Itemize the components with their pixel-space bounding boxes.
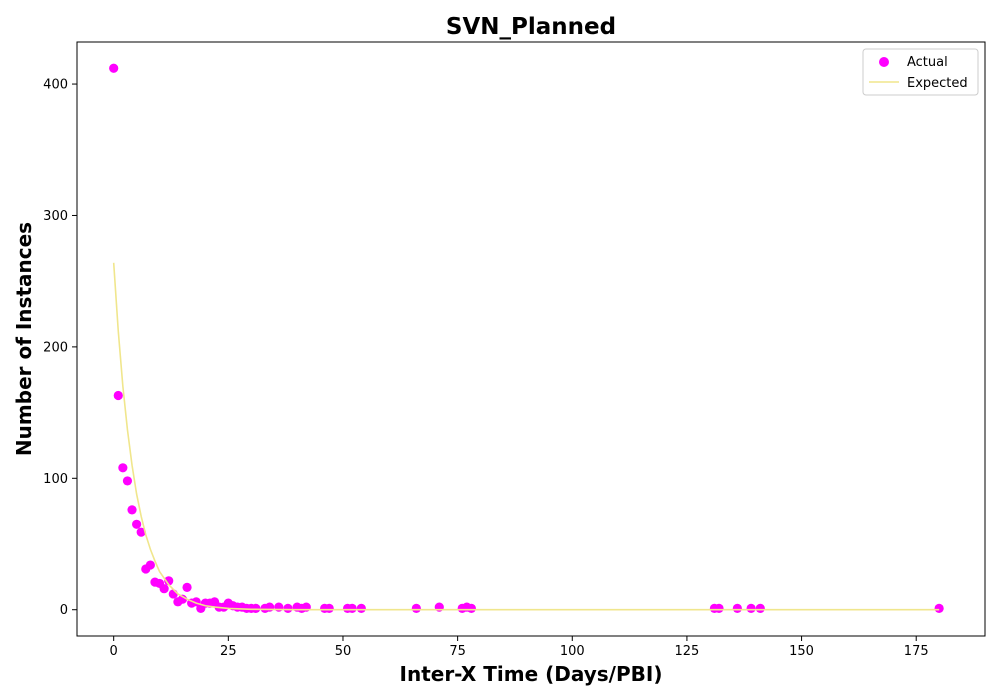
y-tick-label: 100 [43, 472, 68, 487]
y-axis: 0 100 200 300 400 [43, 78, 77, 618]
actual-point [164, 576, 174, 586]
actual-point [182, 582, 192, 592]
x-tick-label: 0 [110, 644, 118, 659]
chart-title: SVN_Planned [446, 14, 616, 40]
actual-point [113, 390, 123, 401]
actual-point [251, 603, 261, 614]
actual-point [109, 63, 119, 73]
actual-point [466, 603, 476, 614]
x-tick-label: 75 [449, 644, 466, 659]
actual-point [122, 476, 133, 486]
y-tick-label: 200 [43, 340, 68, 355]
y-tick-label: 0 [60, 603, 68, 618]
y-tick-label: 400 [43, 78, 68, 93]
actual-point [934, 603, 944, 614]
x-axis-label: Inter-X Time (Days/PBI) [400, 662, 663, 686]
actual-point [411, 603, 421, 614]
axes-frame [76, 41, 986, 637]
actual-point [127, 505, 137, 515]
legend-actual-label: Actual [907, 55, 948, 70]
actual-point [347, 603, 357, 614]
actual-point [714, 603, 724, 614]
y-tick-label: 300 [43, 209, 68, 224]
actual-point [136, 527, 146, 537]
legend: Actual Expected [862, 48, 979, 96]
actual-point [755, 603, 765, 614]
actual-point [168, 589, 178, 599]
actual-point [118, 463, 128, 473]
actual-point [132, 519, 142, 529]
x-tick-label: 25 [220, 644, 237, 659]
plot-area [109, 63, 944, 614]
x-tick-label: 125 [675, 644, 700, 659]
x-tick-label: 100 [560, 644, 585, 659]
actual-point [324, 603, 334, 614]
expected-line [112, 262, 940, 611]
x-tick-label: 150 [789, 644, 814, 659]
x-tick-label: 50 [335, 644, 352, 659]
actual-point [265, 602, 275, 612]
y-axis-label: Number of Instances [12, 222, 36, 456]
actual-point [283, 603, 293, 614]
x-axis: 0 25 50 75 100 125 150 175 [110, 636, 929, 659]
actual-point [746, 603, 756, 614]
x-tick-label: 175 [904, 644, 929, 659]
actual-point [177, 594, 188, 604]
legend-expected-label: Expected [907, 76, 968, 91]
actual-point [145, 560, 155, 570]
actual-point [159, 584, 169, 594]
legend-box [862, 48, 979, 96]
actual-point [732, 603, 742, 614]
legend-actual-marker [879, 57, 889, 67]
actual-point [356, 603, 366, 614]
